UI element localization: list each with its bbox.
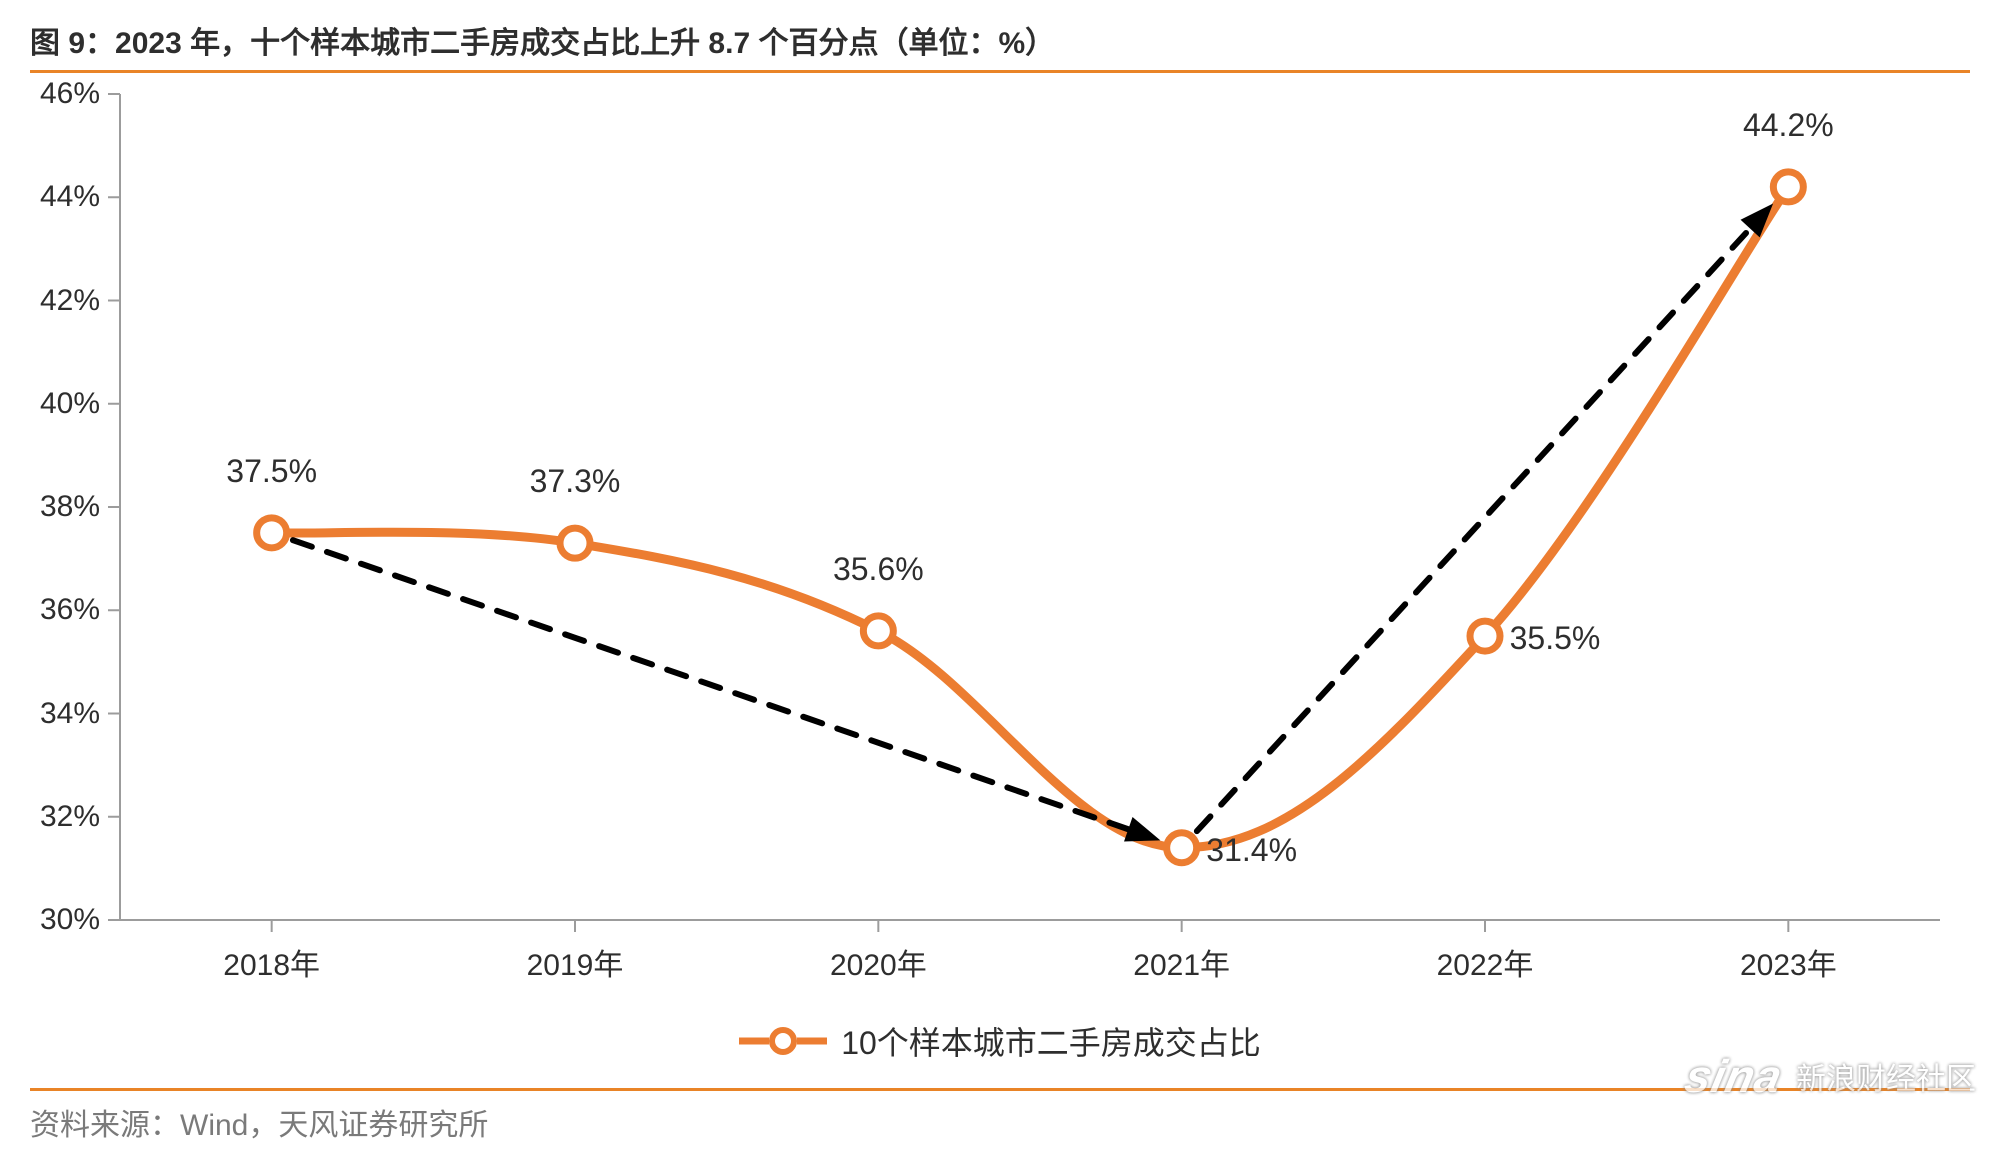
data-point-label: 44.2% <box>1743 107 1834 144</box>
y-tick-label: 42% <box>20 284 100 318</box>
y-tick-label: 38% <box>20 490 100 524</box>
y-tick-label: 44% <box>20 180 100 214</box>
x-tick-label: 2020年 <box>830 940 927 984</box>
chart-svg <box>0 0 2000 1163</box>
line-chart: 30% 32% 34% 36% 38% 40% 42% 44% 46% 2018年 2019年 202… <box>0 0 2000 1163</box>
y-tick-label: 40% <box>20 387 100 421</box>
x-tick-label: 2022年 <box>1437 940 1534 984</box>
legend-line-sample <box>739 1024 827 1058</box>
data-point-label: 37.3% <box>530 463 621 500</box>
y-tick-label: 30% <box>20 903 100 937</box>
watermark-logo: sina <box>1680 1049 1788 1103</box>
data-point-label: 31.4% <box>1206 832 1297 869</box>
y-tick-label: 46% <box>20 77 100 111</box>
y-tick-label: 34% <box>20 697 100 731</box>
data-point-label: 37.5% <box>226 453 317 490</box>
data-point-label: 35.5% <box>1510 620 1601 657</box>
x-tick-label: 2018年 <box>223 940 320 984</box>
data-point-label: 35.6% <box>833 551 924 588</box>
legend-marker <box>769 1027 797 1055</box>
x-tick-label: 2019年 <box>527 940 624 984</box>
watermark: sina 新浪财经社区 <box>1686 1049 1976 1103</box>
watermark-text: 新浪财经社区 <box>1796 1054 1976 1098</box>
x-tick-label: 2023年 <box>1740 940 1837 984</box>
rule-bottom <box>30 1088 1970 1091</box>
y-tick-label: 36% <box>20 593 100 627</box>
y-tick-label: 32% <box>20 800 100 834</box>
source-text: 资料来源：Wind，天风证券研究所 <box>30 1100 488 1144</box>
x-tick-label: 2021年 <box>1133 940 1230 984</box>
legend-series-label: 10个样本城市二手房成交占比 <box>841 1018 1261 1064</box>
